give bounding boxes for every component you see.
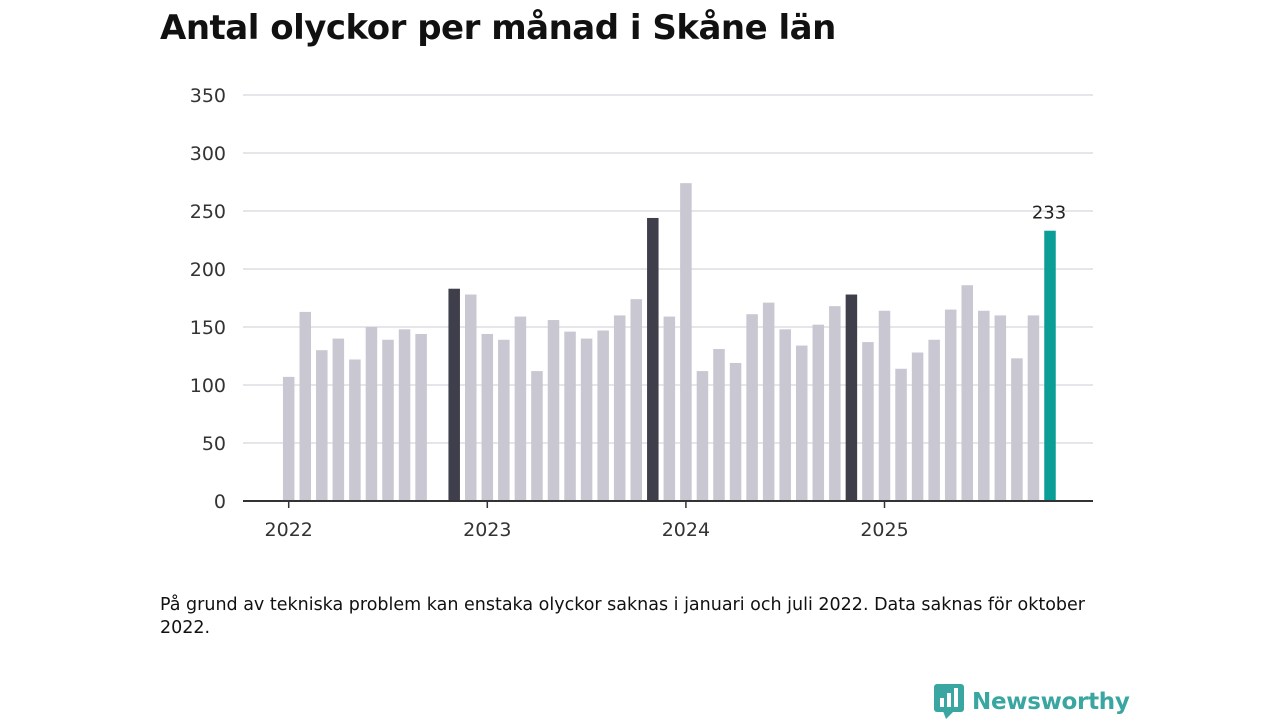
bar-2025-02 xyxy=(895,368,907,501)
bars xyxy=(282,183,1056,501)
bar-2025-01 xyxy=(878,310,891,501)
bar-2025-03 xyxy=(911,352,924,501)
bar-2022-02 xyxy=(299,311,311,501)
y-tick-label: 250 xyxy=(190,201,226,223)
bar-2024-05 xyxy=(746,314,758,501)
bar-2022-09 xyxy=(415,333,427,501)
bar-2022-11 xyxy=(448,288,460,501)
bar-2024-12 xyxy=(862,342,874,501)
bar-2024-10 xyxy=(829,306,841,501)
bar-2022-12 xyxy=(465,294,477,501)
latest-value-label: 233 xyxy=(1032,203,1066,224)
bar-2024-04 xyxy=(729,362,742,501)
y-tick-label: 50 xyxy=(202,433,226,455)
bar-chart: 0 50 100 150 200 250 300 350 2022 2023 2024 2025 2… xyxy=(190,85,1093,541)
bar-2024-09 xyxy=(812,324,825,501)
bar-2023-07 xyxy=(580,338,593,501)
x-tick-label: 2022 xyxy=(265,519,313,541)
bar-2025-07 xyxy=(978,310,990,501)
bar-2023-10 xyxy=(630,299,642,501)
bar-2022-08 xyxy=(398,329,411,501)
bar-2023-01 xyxy=(481,333,494,501)
x-tick-label: 2024 xyxy=(662,519,710,541)
bar-2024-11 xyxy=(845,294,858,501)
bar-2023-05 xyxy=(547,320,560,501)
x-tick-label: 2025 xyxy=(860,519,908,541)
bar-2023-08 xyxy=(597,330,609,501)
x-axis: 2022 2023 2024 2025 xyxy=(243,500,1093,541)
bar-2022-06 xyxy=(365,327,378,501)
bar-2023-04 xyxy=(531,371,543,501)
bar-2025-09 xyxy=(1011,358,1023,501)
bar-2024-07 xyxy=(779,329,791,501)
data-labels: 233 xyxy=(1032,203,1066,224)
brand-logo[interactable]: Newsworthy xyxy=(934,684,1130,720)
bar-2025-06 xyxy=(961,285,973,501)
bar-2022-04 xyxy=(332,338,345,501)
bar-2024-02 xyxy=(696,371,709,501)
bar-2023-03 xyxy=(514,316,527,501)
x-tick-label: 2023 xyxy=(463,519,511,541)
bar-2025-05 xyxy=(944,309,957,501)
bar-2023-11 xyxy=(647,217,659,501)
bar-2024-06 xyxy=(762,302,775,501)
bar-2023-02 xyxy=(498,339,510,501)
y-tick-label: 350 xyxy=(190,85,226,107)
bar-2024-08 xyxy=(796,345,808,501)
bar-2022-05 xyxy=(349,359,361,501)
bar-2025-08 xyxy=(994,315,1007,501)
bar-2025-10 xyxy=(1027,315,1040,501)
bar-2023-06 xyxy=(564,331,576,501)
y-tick-label: 200 xyxy=(190,259,226,281)
bar-2022-03 xyxy=(316,350,328,501)
y-tick-label: 300 xyxy=(190,143,226,165)
bar-2025-04 xyxy=(928,339,940,501)
bar-2022-07 xyxy=(382,339,394,501)
y-tick-label: 150 xyxy=(190,317,226,339)
bar-2022-01 xyxy=(282,376,295,501)
bar-2024-03 xyxy=(713,349,725,501)
y-tick-label: 100 xyxy=(190,375,226,397)
brand-name: Newsworthy xyxy=(972,689,1130,715)
chart-title: Antal olyckor per månad i Skåne län xyxy=(160,8,836,48)
footnote: På grund av tekniska problem kan enstaka… xyxy=(160,595,1085,638)
bar-2024-01 xyxy=(680,183,692,501)
bar-2023-09 xyxy=(613,315,626,501)
bar-chart-speech-bubble-icon xyxy=(934,684,964,719)
y-tick-label: 0 xyxy=(214,491,226,513)
y-axis-labels: 0 50 100 150 200 250 300 350 xyxy=(190,85,226,513)
bar-2025-11 xyxy=(1044,230,1056,501)
bar-2023-12 xyxy=(663,316,676,501)
